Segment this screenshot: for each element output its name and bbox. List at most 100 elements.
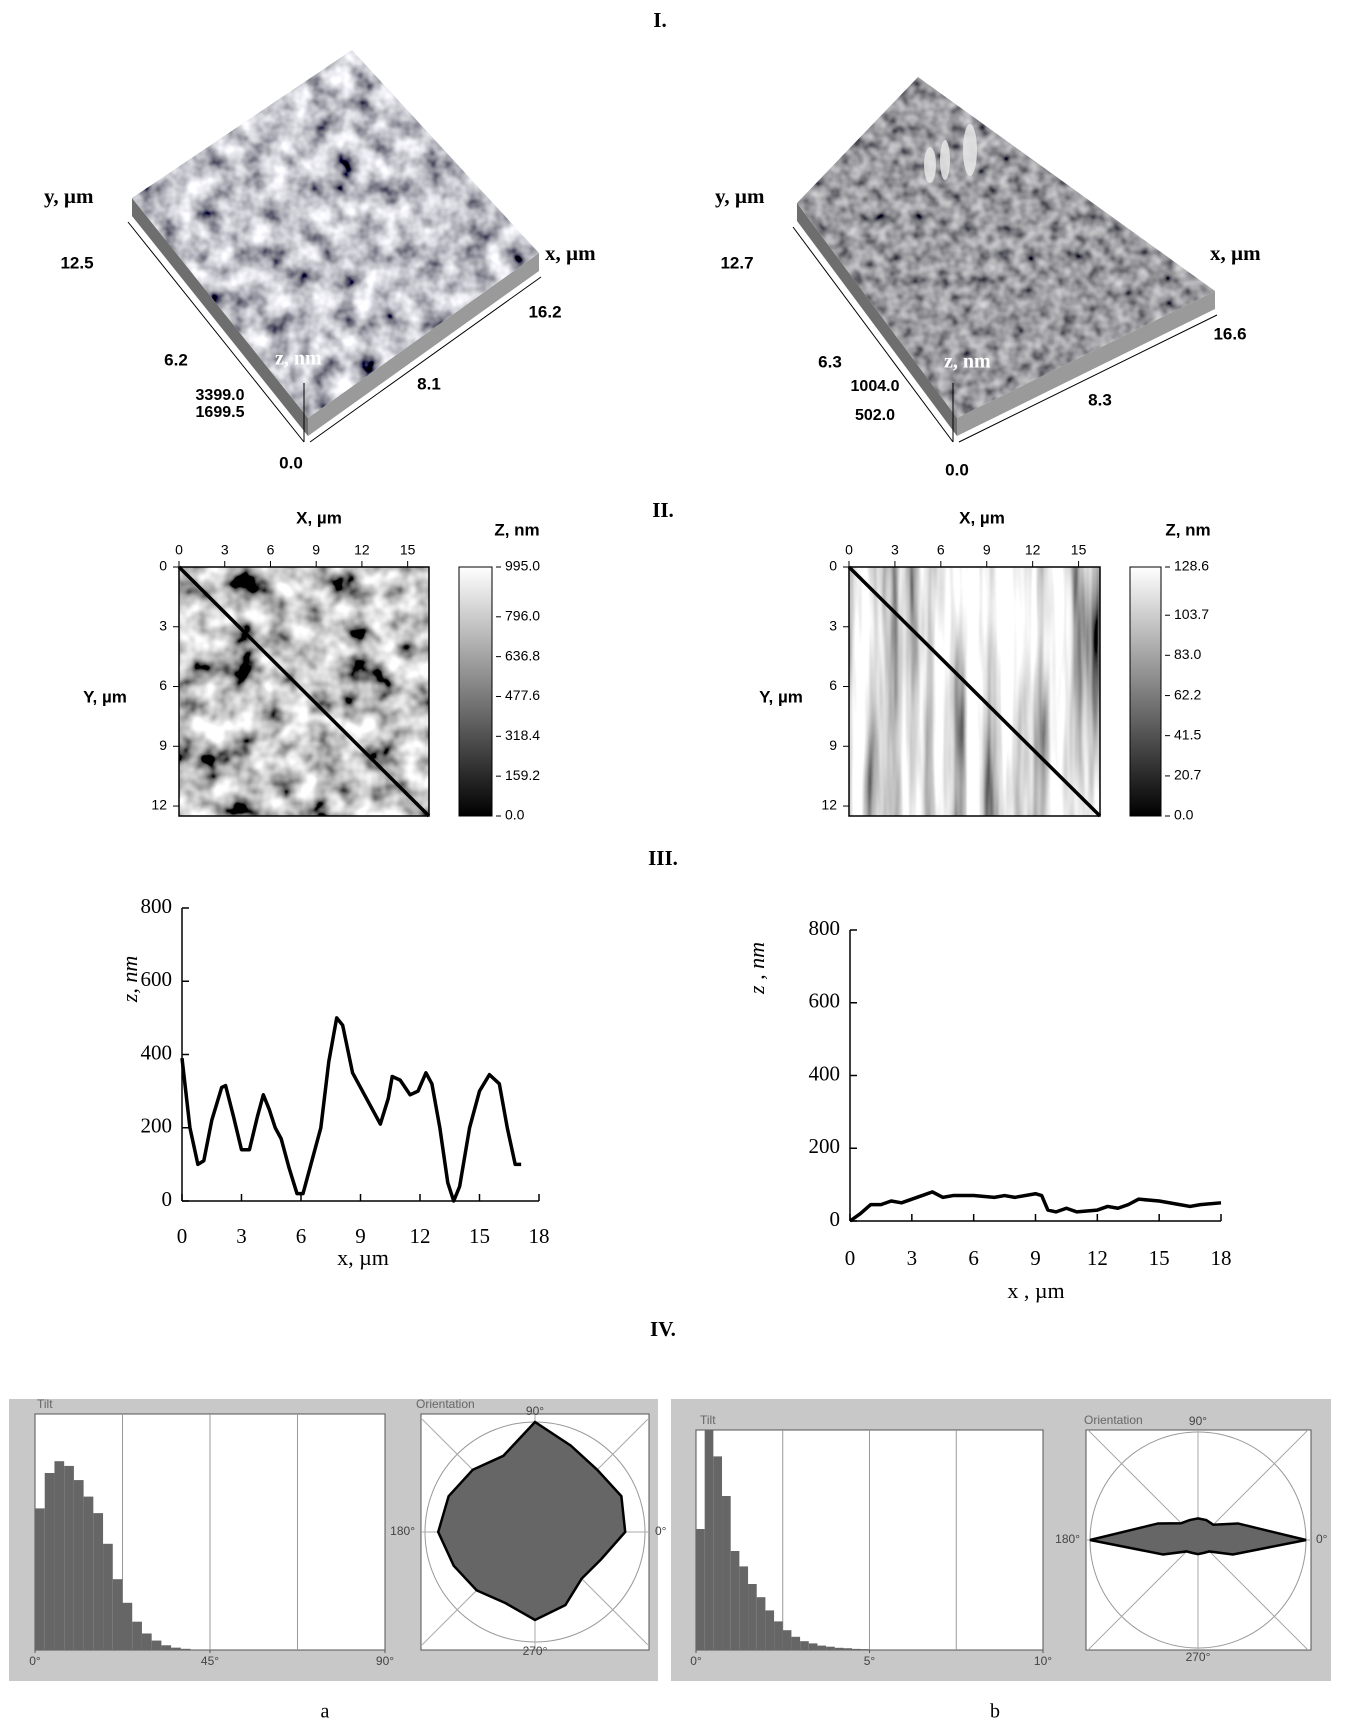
x-tick-label: 3 — [907, 1246, 918, 1270]
y-axis-label: z , nm — [744, 942, 769, 995]
section-label: III. — [648, 846, 678, 870]
y-axis-label: y, µm — [44, 184, 94, 208]
y-axis-label: z, nm — [117, 956, 142, 1003]
bar — [756, 1597, 766, 1650]
y-axis-label: Y, µm — [83, 687, 127, 706]
profile-line — [177, 565, 431, 818]
y-tick-label: 600 — [141, 967, 173, 991]
x-tick-label: 9 — [1030, 1246, 1041, 1270]
z-tick-label: 502.0 — [855, 407, 895, 424]
colorbar-label: Z, nm — [494, 520, 539, 539]
caption: a — [321, 1701, 330, 1723]
z-tick-label: 1004.0 — [851, 378, 900, 395]
colorbar-tick-label: 0.0 — [1174, 807, 1194, 823]
x-tick-label: 6 — [937, 542, 945, 558]
axis-line — [309, 276, 542, 443]
bar — [151, 1640, 162, 1650]
colorbar-tick-label: 128.6 — [1174, 558, 1209, 574]
x-tick-label: 0° — [690, 1654, 702, 1668]
x-axis-label: x, µm — [337, 1245, 389, 1270]
y-tick-label: 600 — [809, 989, 841, 1013]
bar — [64, 1465, 74, 1650]
y-tick-label: 6 — [829, 677, 837, 693]
x-tick-label: 0 — [845, 542, 853, 558]
colorbar-tick-label: 995.0 — [505, 558, 540, 574]
x-tick-label: 3 — [236, 1224, 247, 1248]
y-tick-label: 800 — [809, 916, 841, 940]
surface-peak — [924, 147, 936, 183]
y-tick-label: 0 — [162, 1187, 173, 1211]
x-tick-label: 90° — [376, 1654, 394, 1668]
bar — [141, 1633, 152, 1650]
y-tick-label: 0 — [829, 558, 837, 574]
bar — [696, 1529, 705, 1650]
x-tick-label: 6 — [267, 542, 275, 558]
x-tick-label: 16.6 — [1213, 324, 1246, 343]
z-axis-label: z, nm — [275, 348, 322, 370]
section-label: I. — [653, 8, 666, 32]
bar — [713, 1456, 723, 1650]
image-frame — [178, 566, 430, 817]
x-tick-label: 15 — [400, 542, 416, 558]
x-tick-label: 18 — [529, 1224, 550, 1248]
angle-tick-label: 180° — [1055, 1532, 1080, 1546]
y-tick-label: 6.2 — [164, 350, 188, 369]
colorbar-tick-label: 0.0 — [505, 807, 525, 823]
colorbar-tick-label: 41.5 — [1174, 726, 1201, 742]
bar — [132, 1621, 142, 1650]
x-axis-label: x, µm — [545, 241, 596, 265]
colorbar — [1129, 566, 1162, 817]
x-tick-label: 0 — [845, 1246, 856, 1270]
bar — [161, 1645, 172, 1650]
orientation-area — [436, 1420, 627, 1622]
x-tick-label: 6 — [968, 1246, 979, 1270]
x-tick-label: 12 — [1087, 1246, 1108, 1270]
image-frame — [848, 566, 1101, 817]
section-label: II. — [652, 498, 674, 522]
angle-tick-label: 270° — [1186, 1650, 1211, 1664]
y-axis-label: y, µm — [715, 184, 765, 208]
bar — [826, 1646, 835, 1650]
surface-peak — [940, 140, 950, 180]
colorbar-tick-label: 159.2 — [505, 767, 540, 783]
caption: b — [990, 1701, 1000, 1723]
y-tick-label: 800 — [141, 894, 173, 918]
x-tick-label: 5° — [864, 1654, 876, 1668]
surface-side — [132, 198, 308, 436]
chart-title: Orientation — [416, 1397, 475, 1411]
z-tick-label: 3399.0 — [196, 387, 245, 404]
chart-title: Orientation — [1084, 1413, 1143, 1427]
bar — [852, 1648, 861, 1650]
bar — [103, 1543, 113, 1650]
bar — [817, 1645, 827, 1650]
y-tick-label: 200 — [141, 1114, 173, 1138]
y-tick-label: 12 — [151, 797, 167, 813]
y-tick-label: 0 — [830, 1207, 841, 1231]
y-tick-label: 12 — [821, 797, 837, 813]
x-tick-label: 3 — [891, 542, 899, 558]
y-tick-label: 9 — [829, 737, 837, 753]
surface-side — [308, 253, 539, 436]
colorbar-tick-label: 477.6 — [505, 687, 540, 703]
chart-title: Tilt — [700, 1413, 716, 1427]
bar — [748, 1584, 757, 1650]
x-tick-label: 18 — [1211, 1246, 1232, 1270]
x-tick-label: 10° — [1034, 1654, 1052, 1668]
colorbar-tick-label: 62.2 — [1174, 686, 1201, 702]
bar — [122, 1602, 133, 1650]
x-tick-label: 8.3 — [1088, 390, 1112, 409]
x-tick-label: 9 — [355, 1224, 366, 1248]
x-tick-label: 6 — [296, 1224, 307, 1248]
x-tick-label: 12 — [1025, 542, 1041, 558]
bar — [808, 1643, 818, 1650]
bar — [791, 1636, 801, 1650]
y-tick-label: 3 — [159, 617, 167, 633]
x-axis-label: X, µm — [959, 508, 1005, 527]
bar — [765, 1610, 775, 1650]
x-tick-label: 45° — [201, 1654, 219, 1668]
origin-label: 0.0 — [945, 460, 969, 479]
surface-peak — [963, 124, 977, 176]
bar — [843, 1648, 853, 1650]
colorbar-tick-label: 318.4 — [505, 727, 540, 743]
